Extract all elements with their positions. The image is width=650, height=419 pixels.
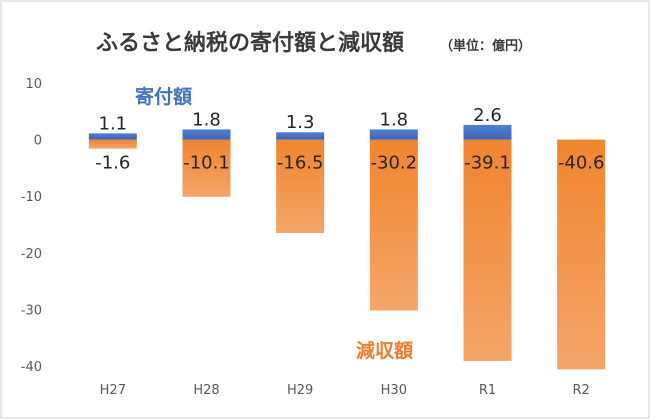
x-tick-label: R1 <box>479 383 496 398</box>
y-tick-label: -20 <box>21 247 42 262</box>
x-tick-label: H29 <box>287 383 313 398</box>
bar-kifugaku <box>276 132 325 140</box>
data-label-genshugaku: -10.1 <box>183 153 230 174</box>
x-tick-label: H27 <box>100 383 126 398</box>
data-label-genshugaku: -39.1 <box>464 153 511 174</box>
chart-subtitle: （単位：億円） <box>440 38 531 54</box>
y-tick-label: -40 <box>21 360 42 375</box>
data-label-kifugaku: 1.8 <box>192 109 221 130</box>
bar-genshugaku <box>276 139 325 233</box>
y-tick-label: -10 <box>21 190 42 205</box>
series-genshugaku-bars <box>88 139 606 370</box>
series-kifugaku-bars <box>88 124 512 140</box>
series-label-genshugaku: 減収額 <box>356 339 413 362</box>
y-axis-ticks: 10 0 -10 -20 -30 -40 <box>21 77 42 375</box>
x-tick-label: H30 <box>381 383 407 398</box>
y-tick-label: -30 <box>21 303 42 318</box>
bar-genshugaku <box>557 139 606 370</box>
data-label-genshugaku: -1.6 <box>95 153 130 174</box>
data-label-kifugaku: 1.1 <box>99 113 128 134</box>
data-label-kifugaku: 1.8 <box>380 109 409 130</box>
bar-kifugaku <box>182 129 231 140</box>
bar-genshugaku <box>88 139 137 149</box>
data-labels: 1.1 1.8 1.3 1.8 2.6 -1.6 -10.1 -16.5 -30.2 -39.1 -… <box>95 105 604 174</box>
data-label-genshugaku: -40.6 <box>558 153 605 174</box>
x-tick-label: H28 <box>193 383 219 398</box>
data-label-kifugaku: 1.3 <box>286 112 315 133</box>
bar-kifugaku <box>463 124 512 140</box>
bar-kifugaku <box>88 133 137 140</box>
bar-genshugaku <box>369 139 418 311</box>
bar-genshugaku <box>182 139 231 197</box>
bar-genshugaku <box>463 139 512 361</box>
data-label-genshugaku: -16.5 <box>277 153 324 174</box>
chart-title: ふるさと納税の寄付額と減収額 <box>96 30 404 56</box>
y-tick-label: 0 <box>34 134 42 149</box>
series-label-kifugaku: 寄付額 <box>135 85 192 108</box>
data-label-genshugaku: -30.2 <box>371 153 418 174</box>
x-tick-label: R2 <box>573 383 590 398</box>
data-label-kifugaku: 2.6 <box>473 105 502 126</box>
y-tick-label: 10 <box>25 77 42 92</box>
x-axis-ticks: H27 H28 H29 H30 R1 R2 <box>100 383 590 398</box>
bar-kifugaku <box>369 129 418 140</box>
